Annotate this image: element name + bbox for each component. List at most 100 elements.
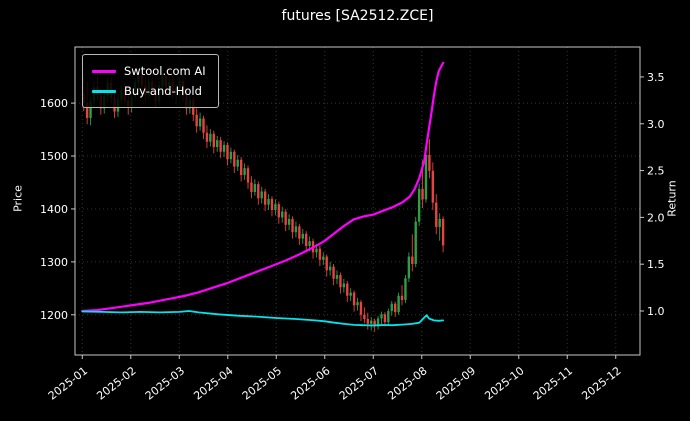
candle-body [243, 168, 246, 176]
candle-body [270, 198, 274, 210]
y-axis-label-return: Return [665, 180, 679, 217]
candle-body [335, 275, 339, 279]
candle-body [387, 311, 390, 323]
candle-body [263, 191, 267, 205]
candle-body [226, 144, 229, 160]
legend-item-buy-and-hold: Buy-and-Hold [92, 81, 206, 101]
candle-body [291, 218, 294, 233]
legend: Swtool.com AI Buy-and-Hold [82, 54, 219, 108]
candle-body [301, 233, 304, 239]
x-tick-label: 2025-09 [434, 364, 478, 403]
candle-body [328, 266, 332, 271]
candle-body [195, 114, 198, 127]
candle-body [356, 302, 359, 306]
return-tick-label: 1.5 [647, 258, 665, 271]
candle-body [390, 303, 393, 312]
candle-body [431, 170, 435, 203]
candle-body [274, 204, 277, 210]
candle-body [246, 168, 250, 183]
candle-body [219, 140, 222, 152]
candle-body [250, 182, 253, 193]
candle-body [373, 320, 376, 327]
price-tick-label: 1600 [40, 97, 68, 110]
candle-body [428, 154, 431, 171]
candle-body [212, 133, 215, 148]
candle-body [383, 314, 387, 323]
price-tick-label: 1200 [40, 309, 68, 322]
candle-body [202, 118, 205, 133]
candle-body [352, 292, 356, 306]
candle-body [89, 101, 92, 118]
candle-body [370, 320, 373, 324]
series-line-ai [81, 61, 445, 313]
x-tick-label: 2025-03 [143, 364, 187, 403]
legend-label-buy-and-hold: Buy-and-Hold [124, 84, 202, 98]
candle-body [411, 256, 414, 264]
candle-body [257, 184, 260, 199]
candle-body [421, 188, 424, 200]
candle-body [376, 318, 380, 327]
candle-body [222, 144, 226, 152]
candle-body [281, 211, 284, 218]
x-tick-label: 2025-04 [191, 364, 235, 403]
candle-body [277, 204, 281, 218]
candle-body [438, 218, 441, 227]
candle-body [322, 256, 325, 260]
x-tick-label: 2025-08 [385, 364, 429, 403]
candle-body [404, 278, 407, 300]
candle-body [397, 295, 400, 313]
legend-label-ai: Swtool.com AI [124, 64, 206, 78]
price-tick-label: 1500 [40, 150, 68, 163]
candle-body [349, 292, 352, 296]
ai-line-swatch [92, 69, 116, 73]
plot-frame [74, 46, 641, 356]
candle-body [216, 140, 219, 148]
candle-body [284, 211, 287, 225]
candle-body [233, 151, 236, 167]
candle-body [359, 302, 363, 315]
buy-and-hold-line-swatch [92, 89, 116, 93]
y-axis-label-price: Price [11, 185, 25, 212]
candle-body [260, 191, 263, 199]
candle-body [229, 151, 233, 160]
candle-body [318, 248, 322, 260]
candle-body [315, 248, 318, 253]
candle-body [414, 221, 417, 264]
series-line-buy-and-hold [81, 310, 445, 327]
x-tick-label: 2025-05 [240, 364, 284, 403]
candle-body [305, 233, 308, 246]
x-tick-label: 2025-07 [337, 364, 381, 403]
candle-body [424, 154, 428, 200]
candle-body [239, 159, 243, 176]
candle-body [308, 241, 311, 246]
return-tick-label: 2.0 [647, 211, 665, 224]
x-tick-label: 2025-10 [482, 364, 526, 403]
candle-body [407, 256, 411, 279]
candle-body [253, 184, 257, 193]
x-tick-label: 2025-06 [288, 364, 332, 403]
candle-body [294, 226, 298, 233]
candle-body [339, 275, 342, 288]
chart-title: futures [SA2512.ZCE] [281, 8, 434, 24]
return-tick-label: 2.5 [647, 165, 665, 178]
candle-body [205, 132, 209, 142]
candle-body [209, 133, 212, 142]
candle-body [287, 218, 291, 225]
return-tick-label: 3.0 [647, 118, 665, 131]
return-tick-label: 3.5 [647, 71, 665, 84]
candle-body [342, 283, 346, 288]
candle-body [332, 266, 335, 279]
x-tick-label: 2025-11 [531, 364, 575, 403]
x-tick-label: 2025-01 [46, 364, 90, 403]
candle-body [393, 303, 397, 313]
candle-body [441, 218, 445, 246]
candle-body [366, 319, 369, 324]
candle-body [380, 314, 383, 319]
candle-body [363, 314, 366, 320]
candle-body [435, 202, 438, 227]
candle-body [236, 159, 239, 167]
x-tick-label: 2025-12 [579, 364, 623, 403]
price-tick-label: 1400 [40, 203, 68, 216]
